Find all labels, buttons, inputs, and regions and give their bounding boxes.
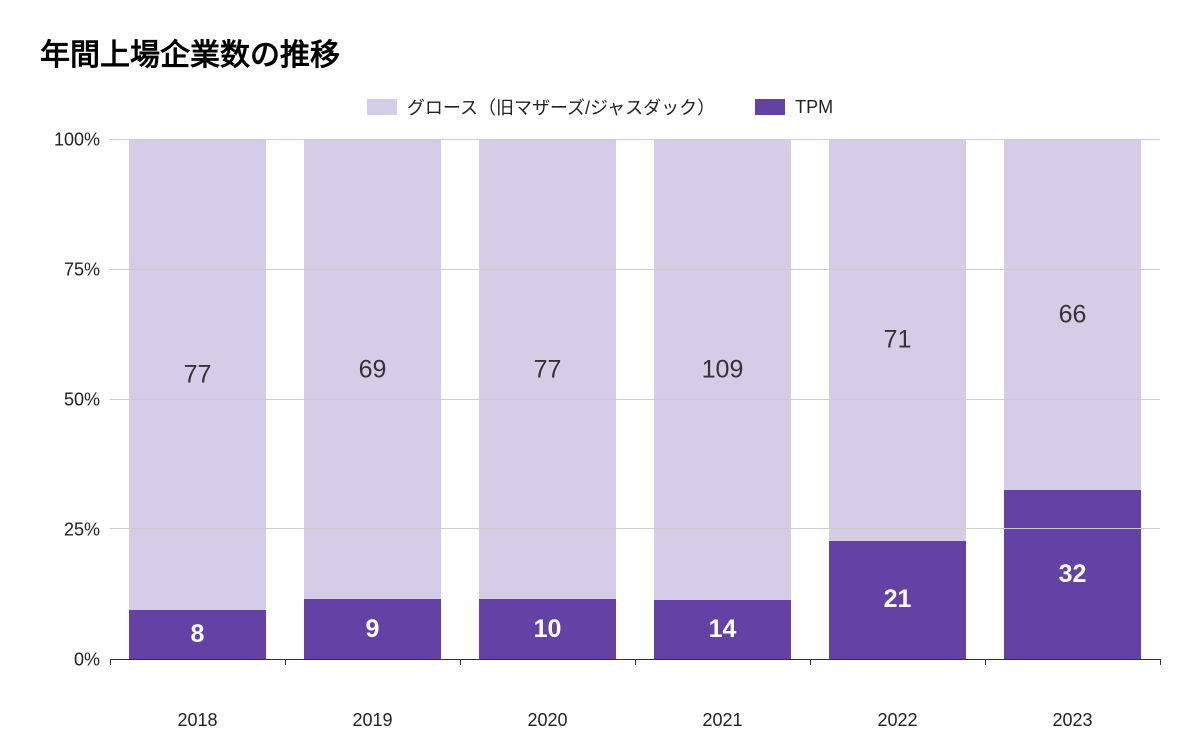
segment-label-growth: 77 — [129, 361, 266, 390]
chart-legend: グロース（旧マザーズ/ジャスダック） TPM — [40, 94, 1160, 120]
bar: 69 9 — [304, 140, 441, 659]
bar-group: 77 10 — [460, 140, 635, 659]
x-tick-mark — [285, 659, 286, 665]
bar-group: 109 14 — [635, 140, 810, 659]
y-tick-label: 100% — [54, 130, 100, 151]
segment-growth: 71 — [829, 140, 966, 541]
y-tick-label: 0% — [74, 650, 100, 671]
x-axis: 201820192020202120222023 — [110, 710, 1160, 731]
gridline — [110, 139, 1160, 140]
y-tick-label: 50% — [64, 390, 100, 411]
segment-growth: 66 — [1004, 140, 1141, 490]
x-tick-label: 2022 — [810, 710, 985, 731]
x-tick-label: 2023 — [985, 710, 1160, 731]
chart-container: 0%25%50%75%100% 77869977101091471216632 — [40, 140, 1160, 700]
gridline — [110, 528, 1160, 529]
segment-tpm: 14 — [654, 600, 791, 659]
segment-growth: 77 — [479, 140, 616, 599]
segment-tpm: 10 — [479, 599, 616, 659]
bar: 77 10 — [479, 140, 616, 659]
x-tick-label: 2020 — [460, 710, 635, 731]
x-tick-label: 2019 — [285, 710, 460, 731]
x-tick-mark — [810, 659, 811, 665]
segment-label-tpm: 32 — [1059, 560, 1087, 589]
gridline — [110, 269, 1160, 270]
y-tick-label: 25% — [64, 520, 100, 541]
bar-group: 71 21 — [810, 140, 985, 659]
legend-item-tpm: TPM — [755, 94, 833, 120]
gridline — [110, 399, 1160, 400]
segment-growth: 109 — [654, 140, 791, 600]
x-tick-mark — [110, 659, 111, 665]
segment-label-tpm: 14 — [709, 615, 737, 644]
segment-label-tpm: 8 — [191, 620, 205, 649]
segment-tpm: 9 — [304, 599, 441, 659]
segment-tpm: 21 — [829, 541, 966, 659]
x-tick-label: 2018 — [110, 710, 285, 731]
segment-label-growth: 69 — [304, 355, 441, 384]
x-tick-label: 2021 — [635, 710, 810, 731]
segment-label-tpm: 10 — [534, 615, 562, 644]
x-tick-mark — [985, 659, 986, 665]
segment-growth: 77 — [129, 140, 266, 610]
segment-label-tpm: 9 — [366, 615, 380, 644]
segment-tpm: 32 — [1004, 490, 1141, 659]
legend-item-growth: グロース（旧マザーズ/ジャスダック） — [367, 94, 715, 120]
bar: 77 8 — [129, 140, 266, 659]
bar: 109 14 — [654, 140, 791, 659]
segment-label-tpm: 21 — [884, 585, 912, 614]
x-tick-mark — [1160, 659, 1161, 665]
legend-label-tpm: TPM — [795, 97, 833, 118]
bar-group: 69 9 — [285, 140, 460, 659]
bar: 66 32 — [1004, 140, 1141, 659]
chart-title: 年間上場企業数の推移 — [40, 30, 1160, 74]
segment-growth: 69 — [304, 140, 441, 599]
y-tick-label: 75% — [64, 260, 100, 281]
bars-container: 77 8 69 9 77 10 109 14 71 21 66 32 — [110, 140, 1160, 659]
segment-tpm: 8 — [129, 610, 266, 659]
legend-swatch-tpm — [755, 99, 785, 115]
bar-group: 77 8 — [110, 140, 285, 659]
segment-label-growth: 66 — [1004, 300, 1141, 329]
plot-area: 77 8 69 9 77 10 109 14 71 21 66 32 — [110, 140, 1160, 660]
bar-group: 66 32 — [985, 140, 1160, 659]
segment-label-growth: 71 — [829, 326, 966, 355]
x-tick-mark — [635, 659, 636, 665]
bar: 71 21 — [829, 140, 966, 659]
x-tick-mark — [460, 659, 461, 665]
legend-swatch-growth — [367, 99, 397, 115]
legend-label-growth: グロース（旧マザーズ/ジャスダック） — [407, 94, 715, 120]
y-axis: 0%25%50%75%100% — [40, 140, 110, 660]
segment-label-growth: 109 — [654, 355, 791, 384]
segment-label-growth: 77 — [479, 355, 616, 384]
